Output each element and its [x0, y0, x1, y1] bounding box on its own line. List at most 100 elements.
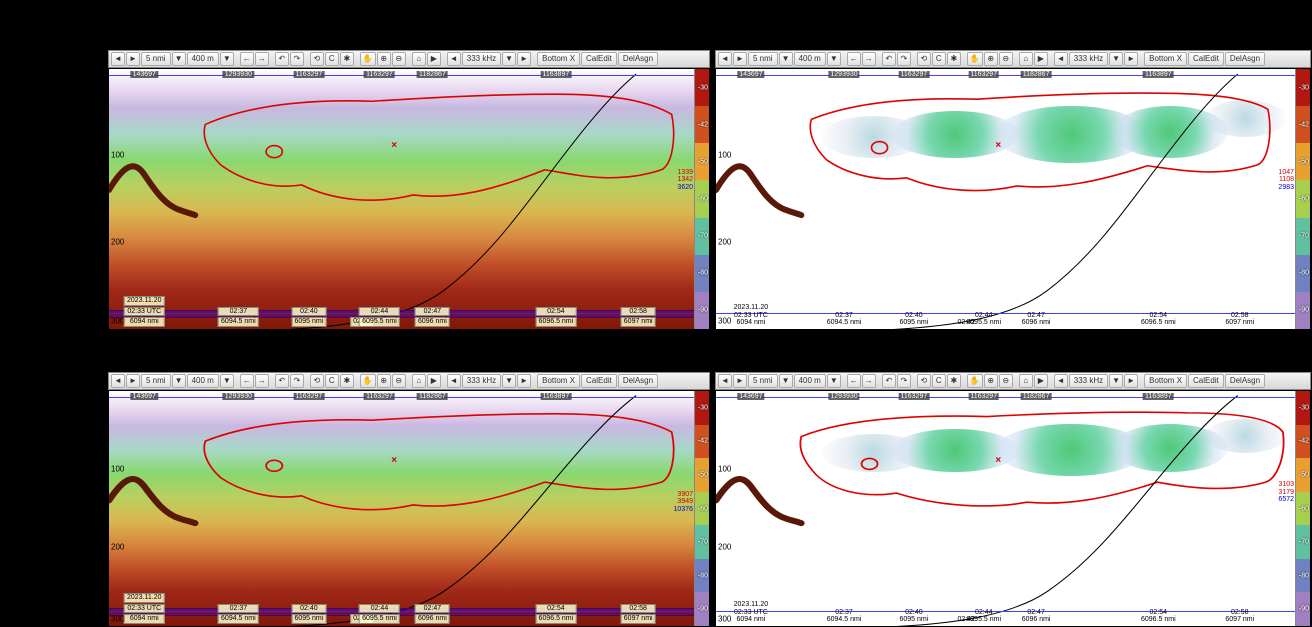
nav-first2-icon[interactable]: ◄	[1054, 52, 1068, 66]
bottom-x-button[interactable]: Bottom X	[537, 374, 580, 388]
nmi-dd-icon[interactable]: ▼	[779, 52, 793, 66]
nmi-field[interactable]: 5 nmi	[141, 374, 171, 388]
nav-first2-icon[interactable]: ◄	[447, 374, 461, 388]
redo-icon[interactable]: ↷	[290, 374, 304, 388]
nav-first-icon[interactable]: ◄	[718, 374, 732, 388]
nav-first2-icon[interactable]: ◄	[1054, 374, 1068, 388]
nmi-dd-icon[interactable]: ▼	[172, 374, 186, 388]
depth-dd-icon[interactable]: ▼	[220, 52, 234, 66]
fwd-icon[interactable]: →	[255, 52, 269, 66]
depth-field[interactable]: 400 m	[794, 52, 826, 66]
echogram[interactable]: ×100200300143697129393011632971163297118…	[715, 390, 1311, 627]
nav-first-icon[interactable]: ◄	[718, 52, 732, 66]
depth-field[interactable]: 400 m	[187, 52, 219, 66]
play-icon[interactable]: ▶	[427, 52, 441, 66]
caledit-button[interactable]: CalEdit	[581, 374, 617, 388]
depth-field[interactable]: 400 m	[794, 374, 826, 388]
fit-icon[interactable]: ⌂	[412, 374, 426, 388]
zoom-in-icon[interactable]: ⊕	[377, 52, 391, 66]
freq-field[interactable]: 333 kHz	[462, 52, 501, 66]
refresh-icon[interactable]: ⟲	[310, 52, 324, 66]
nav-last2-icon[interactable]: ►	[517, 52, 531, 66]
delasgn-button[interactable]: DelAsgn	[618, 52, 658, 66]
zoom-out-icon[interactable]: ⊖	[999, 52, 1013, 66]
undo-icon[interactable]: ↶	[882, 374, 896, 388]
delasgn-button[interactable]: DelAsgn	[1225, 52, 1265, 66]
caledit-button[interactable]: CalEdit	[1188, 374, 1224, 388]
undo-icon[interactable]: ↶	[275, 374, 289, 388]
caledit-button[interactable]: CalEdit	[1188, 52, 1224, 66]
echogram[interactable]: ×100200300143697129393011632971163297118…	[715, 68, 1311, 330]
nav-first-icon[interactable]: ◄	[111, 374, 125, 388]
gear-icon[interactable]: ✱	[947, 52, 961, 66]
nav-last-icon[interactable]: ►	[733, 52, 747, 66]
nmi-dd-icon[interactable]: ▼	[779, 374, 793, 388]
delasgn-button[interactable]: DelAsgn	[618, 374, 658, 388]
cfg-icon[interactable]: C	[932, 374, 946, 388]
refresh-icon[interactable]: ⟲	[310, 374, 324, 388]
depth-field[interactable]: 400 m	[187, 374, 219, 388]
caledit-button[interactable]: CalEdit	[581, 52, 617, 66]
hand-icon[interactable]: ✋	[360, 52, 376, 66]
echogram[interactable]: ×100200300143697129393011632971163297118…	[108, 68, 710, 330]
fit-icon[interactable]: ⌂	[1019, 52, 1033, 66]
gear-icon[interactable]: ✱	[340, 374, 354, 388]
nav-last2-icon[interactable]: ►	[517, 374, 531, 388]
hand-icon[interactable]: ✋	[360, 374, 376, 388]
nav-first-icon[interactable]: ◄	[111, 52, 125, 66]
undo-icon[interactable]: ↶	[275, 52, 289, 66]
depth-dd-icon[interactable]: ▼	[827, 52, 841, 66]
freq-field[interactable]: 333 kHz	[1069, 374, 1108, 388]
nmi-field[interactable]: 5 nmi	[748, 374, 778, 388]
cfg-icon[interactable]: C	[932, 52, 946, 66]
hand-icon[interactable]: ✋	[967, 374, 983, 388]
fit-icon[interactable]: ⌂	[1019, 374, 1033, 388]
nmi-field[interactable]: 5 nmi	[141, 52, 171, 66]
play-icon[interactable]: ▶	[427, 374, 441, 388]
freq-dd-icon[interactable]: ▼	[1109, 374, 1123, 388]
gear-icon[interactable]: ✱	[947, 374, 961, 388]
freq-dd-icon[interactable]: ▼	[502, 52, 516, 66]
undo-icon[interactable]: ↶	[882, 52, 896, 66]
refresh-icon[interactable]: ⟲	[917, 374, 931, 388]
nmi-field[interactable]: 5 nmi	[748, 52, 778, 66]
fwd-icon[interactable]: →	[862, 52, 876, 66]
back-icon[interactable]: ←	[847, 52, 861, 66]
refresh-icon[interactable]: ⟲	[917, 52, 931, 66]
bottom-x-button[interactable]: Bottom X	[1144, 374, 1187, 388]
bottom-x-button[interactable]: Bottom X	[1144, 52, 1187, 66]
zoom-in-icon[interactable]: ⊕	[984, 374, 998, 388]
freq-field[interactable]: 333 kHz	[462, 374, 501, 388]
gear-icon[interactable]: ✱	[340, 52, 354, 66]
back-icon[interactable]: ←	[847, 374, 861, 388]
bottom-x-button[interactable]: Bottom X	[537, 52, 580, 66]
nav-last2-icon[interactable]: ►	[1124, 374, 1138, 388]
nav-last-icon[interactable]: ►	[126, 374, 140, 388]
freq-dd-icon[interactable]: ▼	[502, 374, 516, 388]
fwd-icon[interactable]: →	[862, 374, 876, 388]
depth-dd-icon[interactable]: ▼	[220, 374, 234, 388]
zoom-in-icon[interactable]: ⊕	[984, 52, 998, 66]
cfg-icon[interactable]: C	[325, 374, 339, 388]
zoom-out-icon[interactable]: ⊖	[999, 374, 1013, 388]
zoom-in-icon[interactable]: ⊕	[377, 374, 391, 388]
redo-icon[interactable]: ↷	[290, 52, 304, 66]
redo-icon[interactable]: ↷	[897, 374, 911, 388]
back-icon[interactable]: ←	[240, 52, 254, 66]
nav-last-icon[interactable]: ►	[733, 374, 747, 388]
hand-icon[interactable]: ✋	[967, 52, 983, 66]
nav-last2-icon[interactable]: ►	[1124, 52, 1138, 66]
nav-first2-icon[interactable]: ◄	[447, 52, 461, 66]
play-icon[interactable]: ▶	[1034, 52, 1048, 66]
freq-dd-icon[interactable]: ▼	[1109, 52, 1123, 66]
cfg-icon[interactable]: C	[325, 52, 339, 66]
back-icon[interactable]: ←	[240, 374, 254, 388]
depth-dd-icon[interactable]: ▼	[827, 374, 841, 388]
zoom-out-icon[interactable]: ⊖	[392, 52, 406, 66]
redo-icon[interactable]: ↷	[897, 52, 911, 66]
echogram[interactable]: ×100200300143697129393011632971163297118…	[108, 390, 710, 627]
fwd-icon[interactable]: →	[255, 374, 269, 388]
play-icon[interactable]: ▶	[1034, 374, 1048, 388]
nav-last-icon[interactable]: ►	[126, 52, 140, 66]
delasgn-button[interactable]: DelAsgn	[1225, 374, 1265, 388]
